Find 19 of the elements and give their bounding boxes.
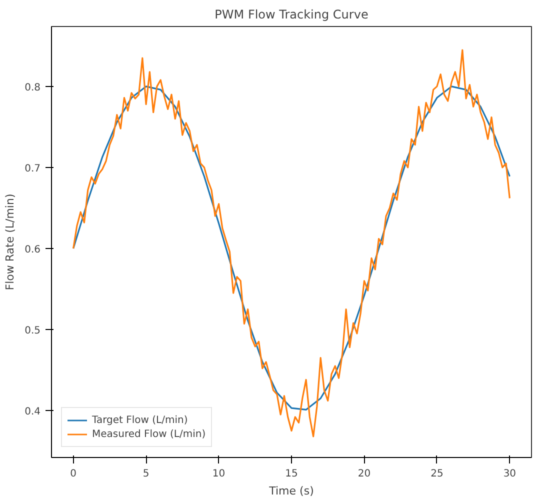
y-tick-label: 0.7 <box>24 163 41 174</box>
chart-title: PWM Flow Tracking Curve <box>214 8 368 22</box>
x-axis-title: Time (s) <box>268 484 314 498</box>
y-axis-title: Flow Rate (L/min) <box>4 194 17 290</box>
y-tick-label: 0.4 <box>24 406 41 418</box>
x-tick-label: 10 <box>212 468 226 480</box>
line-series <box>72 49 510 438</box>
x-tick-label: 30 <box>503 468 516 480</box>
y-tick-label: 0.5 <box>24 325 41 336</box>
y-tick-label: 0.6 <box>24 244 41 256</box>
legend-label: Measured Flow (L/min) <box>92 428 206 441</box>
y-tick-label: 0.8 <box>24 82 41 94</box>
x-tick-label: 20 <box>358 468 371 480</box>
x-tick-label: 0 <box>70 468 77 480</box>
x-tick-label: 5 <box>142 468 150 480</box>
legend-label: Target Flow (L/min) <box>92 414 188 427</box>
x-tick-label: 25 <box>430 468 444 480</box>
line-series <box>72 86 510 410</box>
x-tick-label: 15 <box>285 468 298 480</box>
